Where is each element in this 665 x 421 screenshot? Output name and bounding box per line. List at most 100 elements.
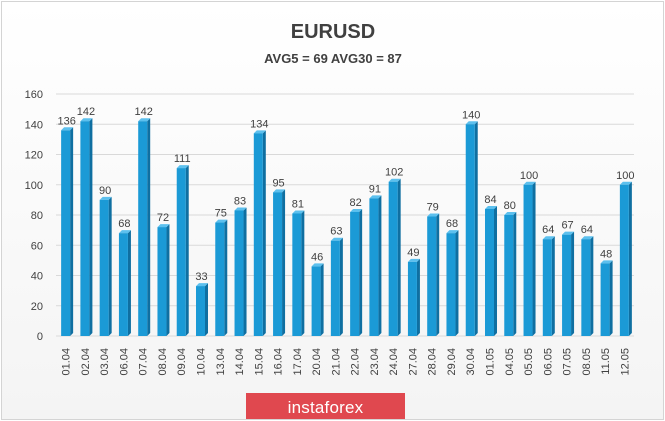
bar-side [320, 263, 324, 336]
y-tick-label: 160 [25, 89, 43, 101]
bar-side [474, 121, 478, 336]
bar [446, 233, 456, 336]
bar-top [330, 237, 343, 241]
y-tick-label: 120 [25, 150, 43, 162]
bar-top [215, 219, 228, 223]
bar [581, 239, 591, 336]
bar-top [253, 130, 266, 134]
data-label: 49 [407, 247, 419, 259]
data-label: 111 [174, 153, 191, 165]
bar-top [138, 118, 151, 122]
y-tick-label: 140 [25, 119, 43, 131]
chart-subtitle: AVG5 = 69 AVG30 = 87 [264, 51, 402, 66]
bar-side [609, 260, 613, 336]
x-tick-label: 14.04 [234, 348, 246, 376]
data-label: 134 [250, 118, 268, 130]
data-label: 75 [215, 208, 227, 220]
y-axis: 0 20 40 60 80 100 120 140 160 [25, 89, 43, 343]
bar-top [388, 178, 401, 182]
bar [369, 198, 379, 336]
bar-top [542, 236, 555, 240]
bar-side [416, 258, 420, 336]
bar-side [532, 181, 536, 336]
x-tick-label: 01.05 [485, 348, 497, 376]
bar [80, 121, 90, 336]
bar-side [590, 236, 594, 336]
bar-top [446, 230, 459, 234]
bar-top [118, 230, 131, 234]
bar [330, 240, 340, 336]
bar-side [127, 230, 131, 336]
y-tick-label: 100 [25, 180, 43, 192]
bar [196, 286, 205, 336]
bar [176, 168, 186, 336]
bar [485, 208, 494, 336]
bar [619, 184, 629, 336]
x-tick-label: 28.04 [427, 348, 439, 376]
bar-top [99, 196, 112, 200]
bar-side [243, 207, 247, 336]
data-label: 100 [616, 170, 634, 182]
data-label: 102 [385, 167, 403, 179]
bars: 1361429068142721113375831349581466382911… [57, 106, 635, 336]
bar-side [301, 210, 305, 336]
x-tick-label: 24.04 [388, 348, 400, 376]
y-tick-label: 60 [31, 240, 43, 252]
x-tick-label: 15.04 [253, 348, 265, 376]
bar-side [262, 130, 266, 336]
y-tick-label: 40 [31, 271, 43, 283]
x-tick-label: 11.05 [600, 348, 612, 375]
bar-top [523, 181, 536, 185]
bar [99, 199, 109, 336]
x-tick-label: 10.04 [196, 348, 208, 376]
data-label: 68 [446, 218, 458, 230]
bar-side [89, 118, 93, 336]
data-label: 95 [272, 177, 284, 189]
bar [523, 184, 533, 336]
data-label: 82 [350, 197, 362, 209]
bar-top [485, 205, 497, 209]
bar-side [397, 178, 401, 336]
bar-top [196, 283, 208, 287]
x-tick-label: 13.04 [215, 348, 227, 376]
bar [157, 227, 167, 336]
bar [504, 215, 514, 336]
data-label: 80 [504, 200, 516, 212]
bar-side [436, 213, 440, 336]
y-tick-label: 0 [37, 331, 43, 343]
bar-side [282, 189, 286, 336]
bar-top [369, 195, 382, 199]
bar-top [581, 236, 594, 240]
bar-top [619, 181, 632, 185]
bar-side [166, 224, 170, 336]
x-axis: 01.04 02.04 03.04 06.04 07.04 08.04 09.04 10.04… [61, 348, 632, 376]
bar-side [224, 219, 228, 336]
bar-top [80, 118, 93, 122]
x-tick-label: 06.04 [118, 348, 130, 376]
data-label: 83 [234, 195, 246, 207]
x-tick-label: 16.04 [273, 348, 285, 376]
bar-top [61, 127, 74, 131]
bar [562, 234, 572, 336]
x-tick-label: 08.05 [581, 348, 593, 376]
data-label: 64 [542, 224, 554, 236]
bar-side [108, 196, 112, 336]
bar [292, 213, 302, 336]
instaforex-logo: instaforex [246, 393, 405, 419]
x-tick-label: 27.04 [407, 348, 419, 376]
data-label: 90 [99, 185, 111, 197]
x-tick-label: 02.04 [80, 348, 92, 376]
bar-side [513, 212, 517, 336]
bar-top [292, 210, 305, 214]
data-label: 46 [311, 251, 323, 263]
x-tick-label: 07.05 [562, 348, 574, 376]
bar-side [185, 165, 189, 336]
bar [273, 192, 283, 336]
bar-top [600, 260, 613, 264]
data-label: 100 [520, 170, 538, 182]
bar [234, 210, 244, 336]
x-tick-label: 08.04 [157, 348, 169, 376]
bar [311, 266, 321, 336]
data-label: 72 [157, 212, 169, 224]
